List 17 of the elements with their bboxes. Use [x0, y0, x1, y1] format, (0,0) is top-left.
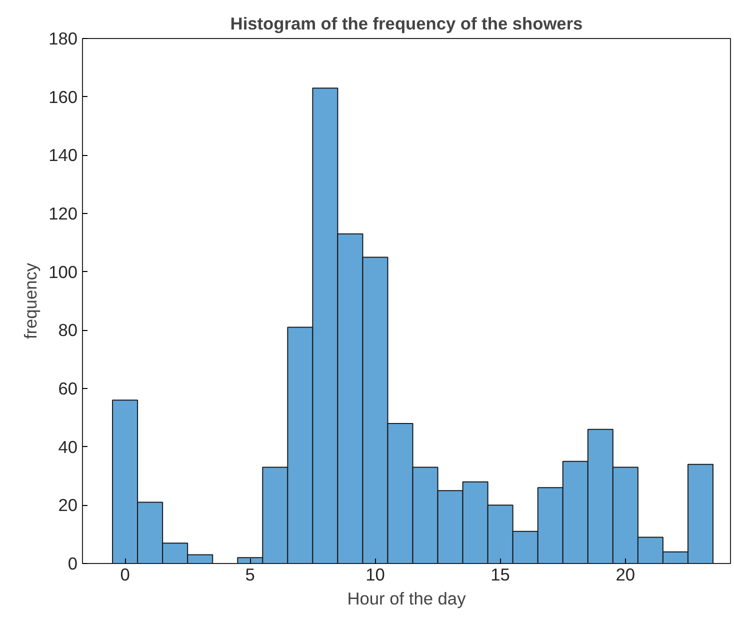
x-tick-label: 5 — [245, 564, 255, 584]
y-tick-label: 180 — [48, 28, 78, 48]
y-tick-label: 140 — [48, 145, 78, 166]
x-tick-label: 20 — [616, 564, 636, 584]
y-axis-title: frequency — [20, 262, 41, 340]
chart-title: Histogram of the frequency of the showers — [230, 14, 583, 34]
x-tick-label: 10 — [366, 564, 385, 584]
x-axis-title: Hour of the day — [347, 588, 466, 608]
x-tick-label: 0 — [120, 564, 130, 584]
x-tick-label: 15 — [490, 564, 510, 584]
y-tick-label: 100 — [48, 262, 78, 282]
y-tick-label: 20 — [58, 495, 78, 516]
y-tick-label: 120 — [48, 204, 78, 224]
y-tick-label: 80 — [58, 320, 78, 340]
y-tick-label: 160 — [48, 86, 78, 107]
y-tick-label: 40 — [58, 436, 78, 457]
y-tick-label: 60 — [58, 378, 78, 398]
